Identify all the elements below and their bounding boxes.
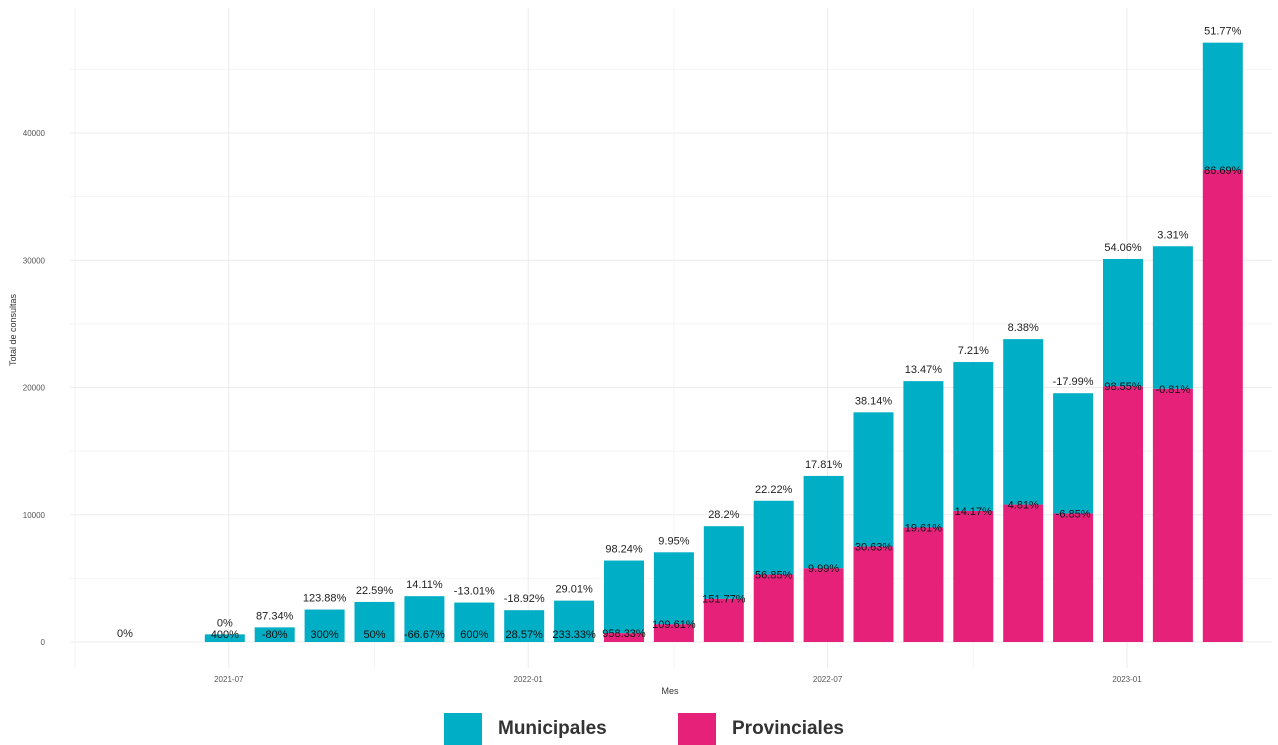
bar-segment-label: -6.85% bbox=[1056, 508, 1091, 520]
bar-municipales bbox=[604, 560, 644, 634]
bar-total-label: 87.34% bbox=[256, 610, 294, 622]
bar-provinciales bbox=[1003, 504, 1044, 642]
bar-total-label: 3.31% bbox=[1157, 229, 1188, 241]
bar-provinciales bbox=[803, 568, 844, 642]
bar-municipales bbox=[703, 526, 744, 599]
bar-total-label: -17.99% bbox=[1053, 376, 1094, 388]
bar-provinciales bbox=[853, 546, 894, 642]
bar-segment-label: 600% bbox=[460, 629, 488, 641]
bar-segment-label: 19.61% bbox=[905, 522, 943, 534]
bar-segment-label: 9.99% bbox=[808, 563, 839, 575]
bar-segment-label: 109.61% bbox=[652, 619, 696, 631]
bar-segment-label: 233.33% bbox=[552, 629, 596, 641]
bar-municipales bbox=[653, 552, 694, 625]
bar-total-label: 123.88% bbox=[303, 593, 347, 605]
legend-item-municipales: Municipales bbox=[444, 713, 607, 745]
bar-municipales bbox=[1103, 258, 1143, 387]
bar-provinciales bbox=[1202, 169, 1243, 642]
bar-segment-label: -66.67% bbox=[404, 629, 445, 641]
bar-segment-label: 300% bbox=[311, 629, 339, 641]
legend: Municipales Provinciales bbox=[0, 713, 1278, 745]
bar-total-label: 0% bbox=[217, 617, 233, 629]
bar-segment-label: 958.33% bbox=[602, 628, 646, 640]
bar-provinciales bbox=[703, 598, 744, 642]
bar-segment-label: 86.69% bbox=[1204, 165, 1242, 177]
bar-total-label: 17.81% bbox=[805, 459, 843, 471]
bar-total-label: 13.47% bbox=[905, 364, 943, 376]
bar-municipales bbox=[1202, 42, 1243, 170]
bar-segment-label: 56.85% bbox=[755, 570, 793, 582]
bar-total-label: 8.38% bbox=[1008, 322, 1039, 334]
bar-municipales bbox=[803, 475, 844, 569]
bar-group bbox=[204, 42, 1243, 642]
bar-municipales bbox=[354, 601, 395, 642]
x-tick-label: 2023-01 bbox=[1112, 675, 1142, 684]
bar-municipales bbox=[1152, 246, 1193, 389]
bar-municipales bbox=[254, 627, 295, 642]
bar-municipales bbox=[953, 362, 994, 511]
bar-municipales bbox=[504, 610, 545, 642]
legend-swatch-municipales bbox=[444, 713, 482, 745]
y-tick-label: 10000 bbox=[23, 511, 46, 520]
y-tick-label: 40000 bbox=[23, 129, 46, 138]
x-tick-label: 2021-07 bbox=[214, 675, 244, 684]
bar-provinciales bbox=[653, 624, 694, 642]
bar-municipales bbox=[554, 600, 595, 642]
legend-label-provinciales: Provinciales bbox=[732, 718, 844, 739]
bar-segment-label: 28.57% bbox=[506, 629, 544, 641]
bar-total-label: 38.14% bbox=[855, 395, 893, 407]
bar-total-label: 51.77% bbox=[1204, 26, 1242, 38]
bar-provinciales bbox=[604, 633, 644, 642]
bar-provinciales bbox=[953, 510, 994, 642]
bar-total-label: 7.21% bbox=[958, 345, 989, 357]
bar-municipales bbox=[1003, 339, 1044, 505]
y-tick-label: 20000 bbox=[23, 384, 46, 393]
data-label-group: 0%0%400%87.34%-80%123.88%300%22.59%50%14… bbox=[117, 26, 1242, 641]
bar-total-label: 14.11% bbox=[406, 579, 443, 591]
bar-segment-label: 14.17% bbox=[955, 506, 993, 518]
bar-total-label: -13.01% bbox=[454, 586, 495, 598]
bar-segment-label: 50% bbox=[363, 629, 385, 641]
bar-segment-label: -80% bbox=[262, 629, 288, 641]
x-tick-label: 2022-01 bbox=[514, 675, 544, 684]
stacked-bar-chart: 0%0%400%87.34%-80%123.88%300%22.59%50%14… bbox=[8, 8, 1272, 696]
bar-provinciales bbox=[1152, 388, 1193, 642]
bar-segment-label: 4.81% bbox=[1008, 500, 1039, 512]
x-axis-title: Mes bbox=[661, 686, 679, 696]
bar-segment-label: -0.81% bbox=[1155, 384, 1190, 396]
y-axis-title: Total de consultas bbox=[8, 293, 18, 366]
bar-municipales bbox=[1053, 393, 1094, 514]
x-tick-label: 2022-07 bbox=[813, 675, 843, 684]
bar-segment-label: 151.77% bbox=[702, 594, 746, 606]
bar-total-label: 98.24% bbox=[605, 544, 643, 556]
legend-swatch-provinciales bbox=[678, 713, 716, 745]
y-tick-label: 30000 bbox=[23, 256, 46, 265]
bar-segment-label: 98.55% bbox=[1104, 381, 1142, 393]
bar-total-label: 22.59% bbox=[356, 585, 394, 597]
bar-provinciales bbox=[903, 527, 944, 642]
bar-municipales bbox=[853, 412, 894, 547]
legend-item-provinciales: Provinciales bbox=[678, 713, 844, 745]
bar-municipales bbox=[404, 596, 445, 642]
bar-segment-label: 400% bbox=[211, 629, 239, 641]
bar-provinciales bbox=[1103, 386, 1143, 642]
bar-total-label: 22.22% bbox=[755, 484, 793, 496]
bar-total-label: 29.01% bbox=[555, 584, 593, 596]
bar-total-label: 0% bbox=[117, 628, 133, 640]
bar-municipales bbox=[454, 602, 495, 642]
y-tick-label: 0 bbox=[41, 638, 46, 647]
bar-segment-label: 30.63% bbox=[855, 542, 893, 554]
bar-municipales bbox=[903, 381, 944, 528]
legend-label-municipales: Municipales bbox=[498, 718, 607, 739]
bar-total-label: -18.92% bbox=[504, 593, 545, 605]
bar-provinciales bbox=[753, 574, 794, 642]
bar-total-label: 54.06% bbox=[1104, 242, 1142, 254]
axis-group: 0 10000 20000 30000 40000 2021-07 2022-01 2022-… bbox=[23, 129, 1142, 684]
bar-municipales bbox=[753, 500, 794, 575]
bar-provinciales bbox=[1053, 513, 1094, 642]
bar-total-label: 28.2% bbox=[708, 509, 739, 521]
bar-total-label: 9.95% bbox=[658, 535, 689, 547]
bar-municipales bbox=[204, 634, 245, 642]
bar-municipales bbox=[304, 609, 345, 642]
